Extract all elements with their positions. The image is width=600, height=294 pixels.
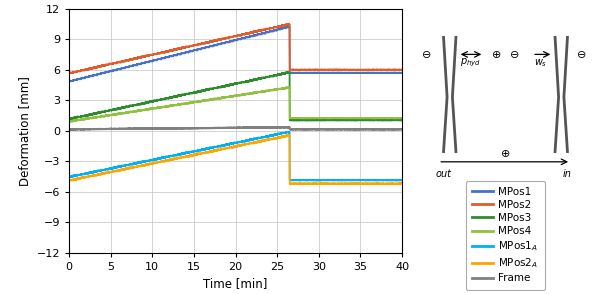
Text: $w_s$: $w_s$: [534, 57, 548, 69]
X-axis label: Time [min]: Time [min]: [203, 278, 268, 290]
Text: out: out: [436, 169, 452, 179]
Text: $\ominus$: $\ominus$: [421, 49, 431, 60]
Text: $\oplus$: $\oplus$: [491, 49, 502, 60]
Y-axis label: Deformation [mm]: Deformation [mm]: [18, 76, 31, 186]
Legend: MPos1, MPos2, MPos3, MPos4, MPos1$_A$, MPos2$_A$, Frame: MPos1, MPos2, MPos3, MPos4, MPos1$_A$, M…: [466, 181, 545, 290]
Text: $p_{hyd}$: $p_{hyd}$: [460, 57, 481, 69]
Text: $\oplus$: $\oplus$: [500, 148, 511, 159]
Text: $\ominus$: $\ominus$: [577, 49, 587, 60]
Text: in: in: [563, 169, 572, 179]
Text: $\ominus$: $\ominus$: [509, 49, 520, 60]
